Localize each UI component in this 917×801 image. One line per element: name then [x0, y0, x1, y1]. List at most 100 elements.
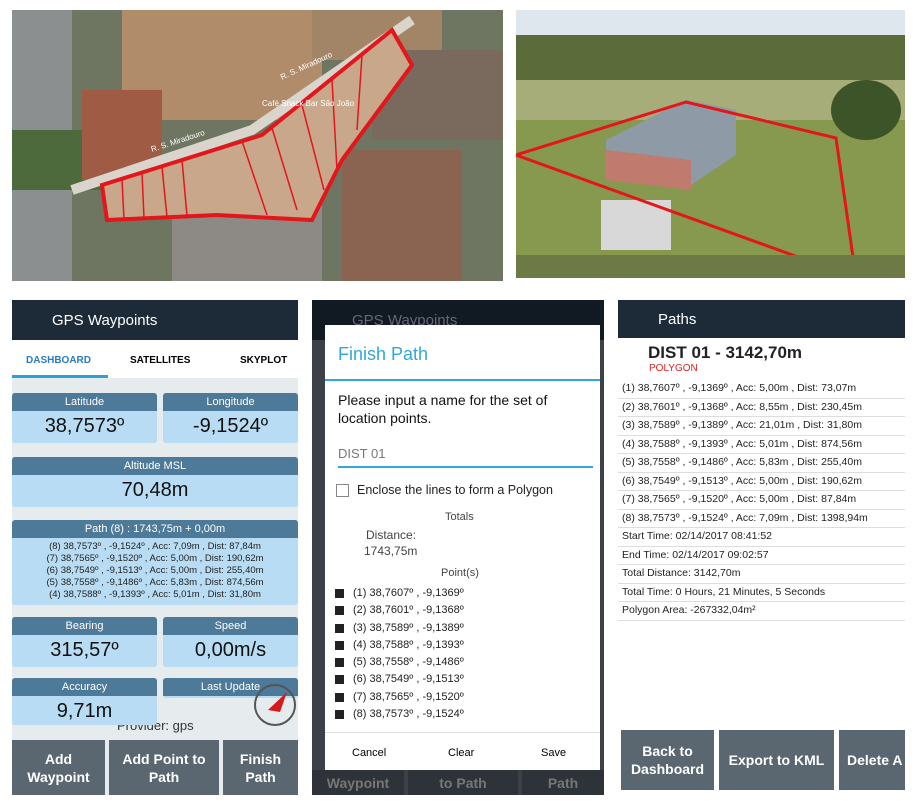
- card-label: Last Update: [163, 678, 298, 696]
- checkbox[interactable]: [335, 692, 344, 702]
- accuracy-card: Accuracy 9,71m: [12, 678, 157, 725]
- checkbox-label[interactable]: Enclose the lines to form a Polygon: [357, 483, 553, 497]
- dialog-button[interactable]: Save: [541, 747, 567, 759]
- dialog: Finish Path Please input a name for the …: [325, 325, 600, 770]
- path-summary: Polygon Area: -267332,04m²: [618, 602, 905, 621]
- path-point: (6) 38,7549º , -9,1513º , Acc: 5,00m , D…: [46, 565, 264, 576]
- point-row: (5) 38,7558º , -9,1486º: [335, 654, 535, 671]
- button[interactable]: Back to Dashboard: [621, 730, 714, 790]
- button[interactable]: Add Point to Path: [109, 740, 219, 795]
- path-point: (7) 38,7565º , -9,1520º , Acc: 5,00m , D…: [46, 553, 264, 564]
- path-point: (8) 38,7573º , -9,1524º , Acc: 7,09m , D…: [618, 510, 905, 528]
- bearing-card: Bearing 315,57º: [12, 617, 157, 667]
- point-row: (6) 38,7549º , -9,1513º: [335, 671, 535, 688]
- aerial-photo: R. S. Miradouro Café Snack Bar São João …: [12, 10, 503, 281]
- dialog-screen: GPS Waypoints Waypoint to Path Path Fini…: [312, 300, 604, 795]
- card-value: 315,57º: [50, 639, 119, 661]
- checkbox[interactable]: [336, 484, 349, 497]
- card-label: Speed: [163, 617, 298, 635]
- point-row: (1) 38,7607º , -9,1369º: [335, 585, 535, 602]
- latitude-card: Latitude 38,7573º: [12, 393, 157, 443]
- button: Path: [522, 770, 604, 795]
- point-row: (3) 38,7589º , -9,1389º: [335, 620, 535, 637]
- map-label: Café Snack Bar São João: [262, 99, 355, 108]
- path-point: (8) 38,7573º , -9,1524º , Acc: 7,09m , D…: [49, 541, 261, 552]
- distance-label: Distance:: [366, 528, 417, 542]
- checkbox[interactable]: [335, 623, 344, 633]
- prompt: Please input a name for the set of locat…: [338, 392, 548, 426]
- app-title: GPS Waypoints: [352, 311, 458, 329]
- app-bar: GPS Waypoints: [12, 300, 298, 340]
- paths-screen: Paths DIST 01 - 3142,70m POLYGON (1) 38,…: [618, 300, 905, 795]
- path-point: (6) 38,7549º , -9,1513º , Acc: 5,00m , D…: [618, 473, 905, 491]
- tab-indicator: [12, 375, 108, 378]
- path-summary: End Time: 02/14/2017 09:02:57: [618, 547, 905, 565]
- path-card: Path (8) : 1743,75m + 0,00m (8) 38,7573º …: [12, 520, 298, 605]
- path-kind: POLYGON: [649, 363, 698, 374]
- button[interactable]: Finish Path: [223, 740, 298, 795]
- dialog-title: Finish Path: [338, 344, 429, 364]
- path-point: (5) 38,7558º , -9,1486º , Acc: 5,83m , D…: [46, 577, 264, 588]
- speed-card: Speed 0,00m/s: [163, 617, 298, 667]
- card-label: Bearing: [12, 617, 157, 635]
- app-title: Paths: [658, 310, 697, 328]
- name-input[interactable]: DIST 01: [338, 446, 593, 468]
- point-row: (8) 38,7573º , -9,1524º: [335, 706, 535, 723]
- path-point: (2) 38,7601º , -9,1368º , Acc: 8,55m , D…: [618, 399, 905, 417]
- divider: [325, 379, 600, 381]
- button[interactable]: Export to KML: [719, 730, 834, 790]
- path-name: DIST 01 - 3142,70m: [648, 343, 803, 362]
- checkbox[interactable]: [335, 658, 344, 668]
- longitude-card: Longitude -9,1524º: [163, 393, 298, 443]
- points-label: Point(s): [441, 567, 479, 579]
- checkbox[interactable]: [335, 589, 344, 598]
- card-value: -9,1524º: [192, 415, 269, 437]
- altitude-card: Altitude MSL 70,48m: [12, 457, 298, 507]
- path-point: (5) 38,7558º , -9,1486º , Acc: 5,83m , D…: [618, 454, 905, 473]
- path-summary: Total Time: 0 Hours, 21 Minutes, 5 Secon…: [618, 584, 905, 602]
- button[interactable]: Add Waypoint: [12, 740, 105, 795]
- path-summary: Start Time: 02/14/2017 08:41:52: [618, 528, 905, 547]
- path-point: (1) 38,7607º , -9,1369º , Acc: 5,00m , D…: [618, 380, 905, 399]
- card-label: Altitude MSL: [12, 457, 298, 475]
- button: to Path: [408, 770, 518, 795]
- card-value: 70,48m: [121, 479, 189, 501]
- card-label: Longitude: [163, 393, 298, 411]
- tab[interactable]: SATELLITES: [130, 355, 191, 366]
- card-label: Accuracy: [12, 678, 157, 696]
- path-point: (7) 38,7565º , -9,1520º , Acc: 5,00m , D…: [618, 491, 905, 510]
- path-point: (4) 38,7588º , -9,1393º , Acc: 5,01m , D…: [618, 436, 905, 454]
- card-value: 0,00m/s: [194, 639, 267, 661]
- distance-value: 1743,75m: [364, 544, 418, 558]
- dashboard-screen: GPS Waypoints DASHBOARD SATELLITES SKYPL…: [12, 300, 298, 795]
- field-photo: [516, 10, 905, 278]
- app-title: GPS Waypoints: [52, 311, 158, 329]
- tab-bar: DASHBOARD SATELLITES SKYPLOT: [12, 340, 298, 378]
- card-label: Path (8) : 1743,75m + 0,00m: [12, 520, 298, 538]
- card-value: 38,7573º: [44, 415, 125, 437]
- divider: [325, 732, 600, 733]
- path-summary: Total Distance: 3142,70m: [618, 565, 905, 584]
- path-point: (4) 38,7588º , -9,1393º , Acc: 5,01m , D…: [49, 589, 261, 600]
- checkbox[interactable]: [335, 606, 344, 616]
- card-value: 9,71m: [56, 700, 113, 722]
- checkbox[interactable]: [335, 710, 344, 720]
- button: Waypoint: [312, 770, 404, 795]
- point-row: (4) 38,7588º , -9,1393º: [335, 637, 535, 654]
- button[interactable]: Delete A: [839, 730, 905, 790]
- checkbox[interactable]: [335, 675, 344, 685]
- card-label: Latitude: [12, 393, 157, 411]
- totals-label: Totals: [445, 511, 474, 523]
- path-point: (3) 38,7589º , -9,1389º , Acc: 21,01m , …: [618, 417, 905, 436]
- dialog-button[interactable]: Cancel: [352, 747, 387, 759]
- last-update-card: Last Update: [163, 678, 298, 698]
- point-row: (2) 38,7601º , -9,1368º: [335, 602, 535, 619]
- point-row: (7) 38,7565º , -9,1520º: [335, 689, 535, 706]
- app-bar: Paths: [618, 300, 905, 338]
- tab[interactable]: DASHBOARD: [26, 355, 91, 366]
- dialog-button[interactable]: Clear: [448, 747, 475, 759]
- tab[interactable]: SKYPLOT: [240, 355, 288, 366]
- checkbox[interactable]: [335, 640, 344, 650]
- compass: [254, 684, 296, 726]
